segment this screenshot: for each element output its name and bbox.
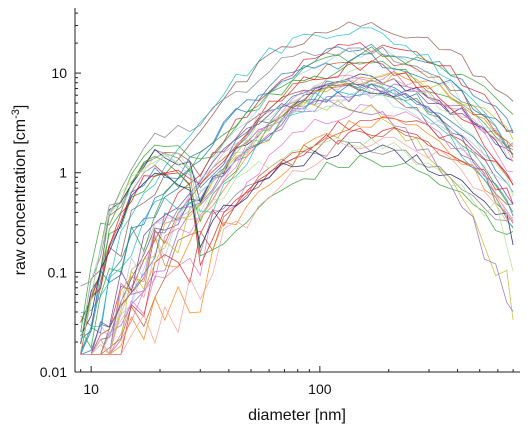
size-distribution-series: [80, 67, 514, 353]
size-distribution-series: [80, 43, 514, 352]
y-tick-label: 10: [51, 65, 67, 81]
size-distribution-series: [80, 115, 514, 355]
size-distribution-series: [80, 46, 514, 349]
size-distribution-series: [80, 81, 514, 342]
size-distribution-series: [80, 117, 514, 355]
size-distribution-series: [80, 137, 514, 352]
x-axis-title: diameter [nm]: [248, 407, 346, 424]
size-distribution-series: [80, 21, 514, 327]
size-distribution-series: [80, 72, 514, 356]
y-axis-title-superscript: -3: [10, 109, 22, 119]
size-distribution-series: [80, 91, 514, 342]
size-distribution-series: [80, 60, 514, 333]
size-distribution-series: [80, 98, 514, 355]
size-distribution-series: [80, 70, 514, 355]
y-axis-title: raw concentration [cm-3]: [10, 105, 29, 276]
size-distribution-series: [80, 77, 514, 355]
y-tick-label: 0.1: [48, 264, 68, 280]
series-layer: [80, 21, 514, 356]
size-distribution-series: [80, 53, 514, 339]
size-distribution-series: [80, 83, 514, 355]
tick-layer: 0.01 0.1 1 10 10 100: [40, 12, 514, 397]
size-distribution-series: [80, 46, 514, 287]
y-axis-title-close: ]: [12, 105, 29, 109]
size-distribution-series: [80, 104, 514, 355]
size-distribution-series: [80, 142, 514, 337]
y-tick-label: 1: [59, 165, 67, 181]
size-distribution-series: [80, 136, 514, 355]
size-distribution-series: [80, 154, 514, 324]
y-axis-title-main: raw concentration [cm: [12, 119, 29, 276]
size-distribution-series: [80, 60, 514, 355]
y-tick-label: 0.01: [40, 364, 67, 380]
size-distribution-series: [80, 27, 514, 314]
x-tick-label: 10: [83, 381, 99, 397]
size-distribution-series: [80, 88, 514, 355]
size-distribution-series: [80, 79, 514, 355]
x-tick-label: 100: [308, 381, 332, 397]
